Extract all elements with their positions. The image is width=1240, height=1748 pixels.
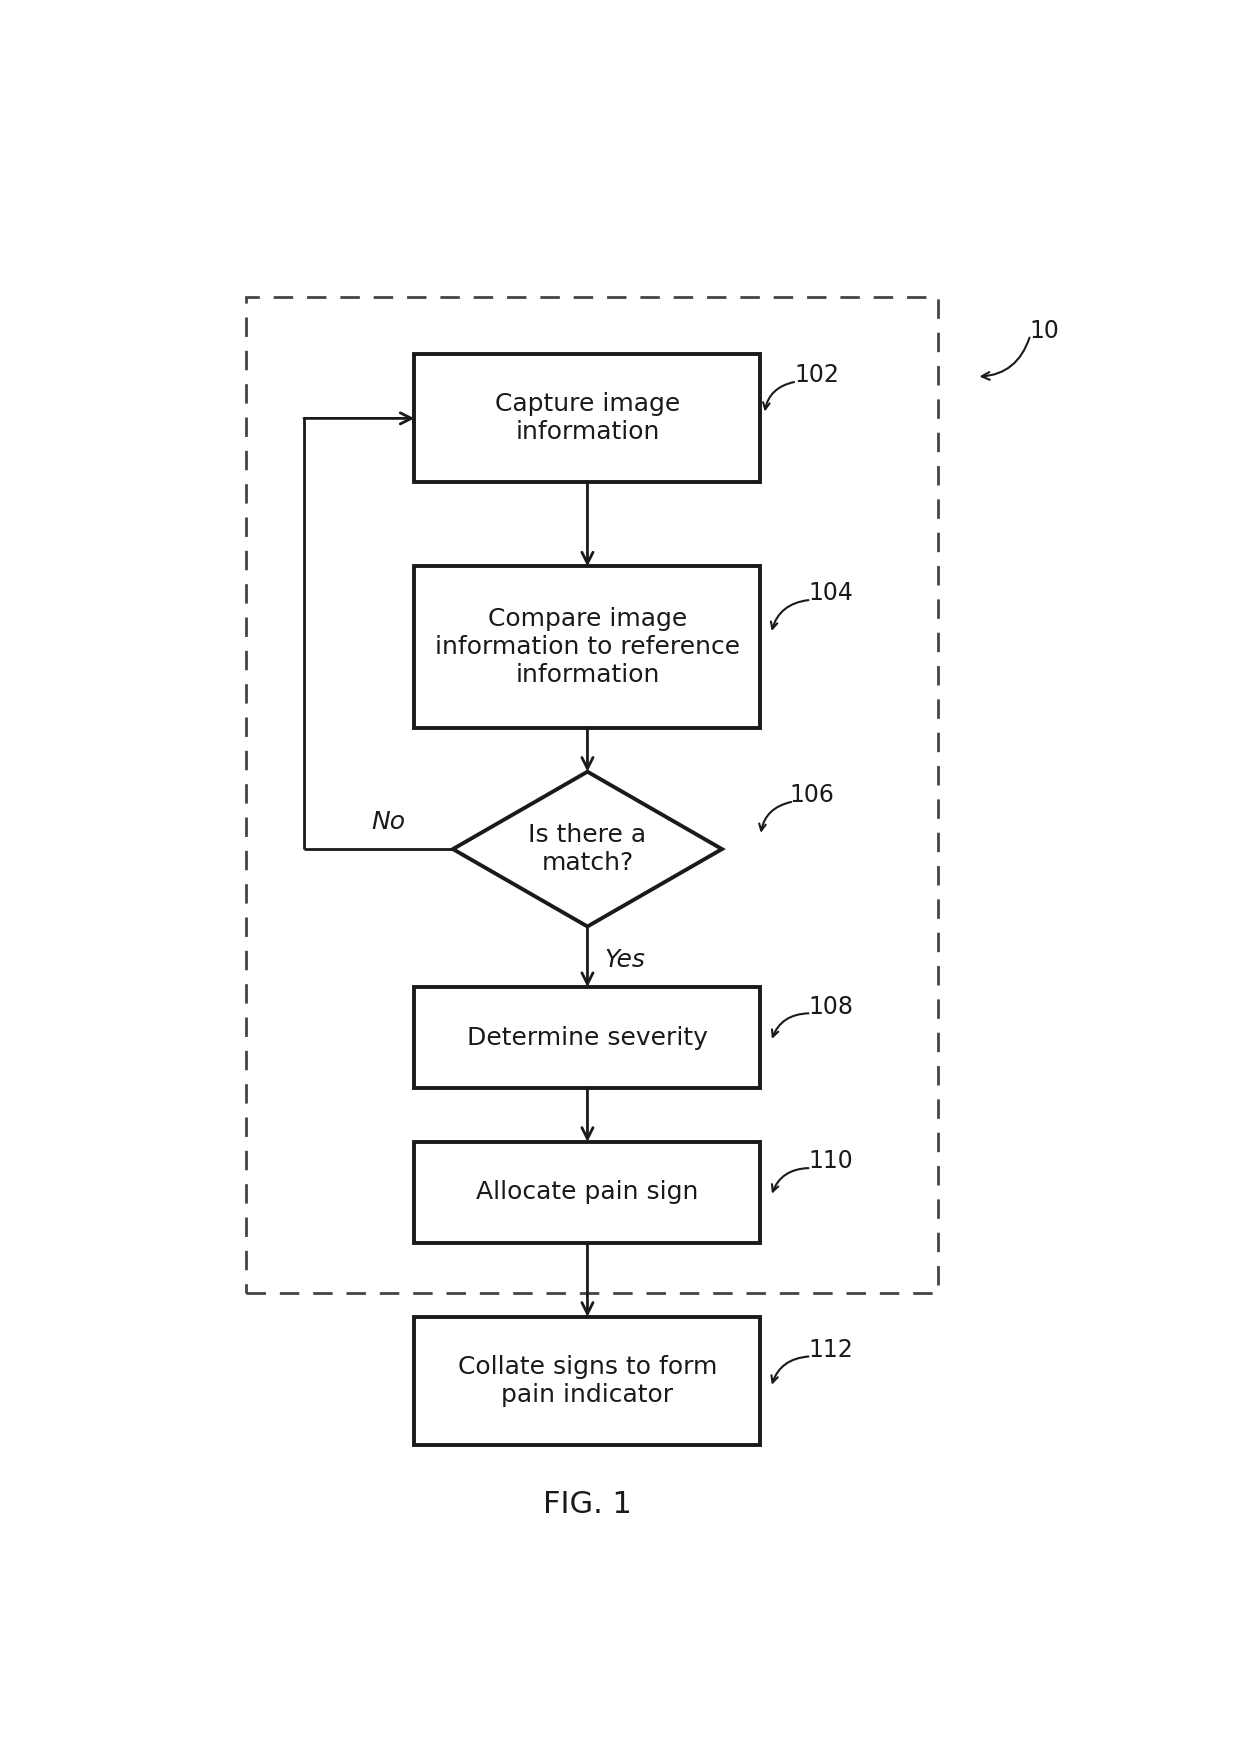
Text: Yes: Yes (605, 947, 646, 972)
Text: Collate signs to form
pain indicator: Collate signs to form pain indicator (458, 1355, 717, 1407)
FancyBboxPatch shape (414, 1316, 760, 1444)
Text: Allocate pain sign: Allocate pain sign (476, 1180, 698, 1204)
Text: 104: 104 (808, 582, 853, 605)
Text: Capture image
information: Capture image information (495, 393, 680, 444)
Text: FIG. 1: FIG. 1 (543, 1489, 632, 1519)
Text: Compare image
information to reference
information: Compare image information to reference i… (435, 607, 740, 687)
Polygon shape (453, 771, 722, 926)
Text: 108: 108 (808, 995, 853, 1019)
Text: Determine severity: Determine severity (467, 1026, 708, 1049)
Text: 112: 112 (808, 1337, 853, 1362)
Text: Is there a
match?: Is there a match? (528, 823, 646, 876)
Text: No: No (371, 809, 405, 834)
FancyBboxPatch shape (414, 988, 760, 1087)
Text: 110: 110 (808, 1150, 853, 1173)
FancyBboxPatch shape (414, 1141, 760, 1243)
Text: 10: 10 (1029, 318, 1059, 343)
FancyBboxPatch shape (414, 566, 760, 727)
Text: 106: 106 (789, 783, 835, 808)
FancyBboxPatch shape (414, 355, 760, 482)
Text: 102: 102 (794, 364, 839, 388)
